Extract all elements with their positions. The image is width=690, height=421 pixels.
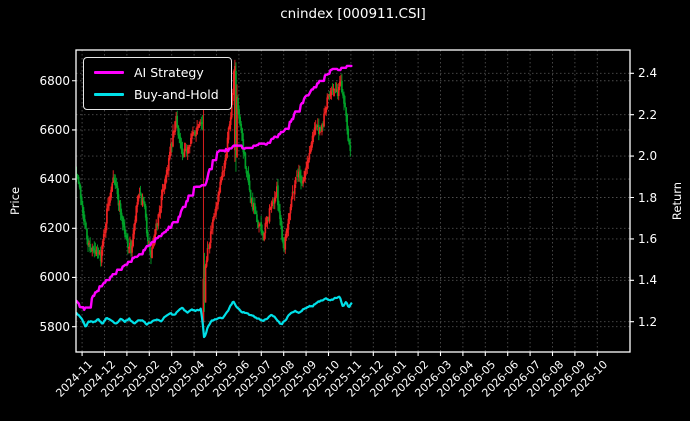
legend: AI Strategy Buy-and-Hold: [83, 57, 232, 110]
return-tick-label: 2.4: [638, 66, 658, 81]
price-tick-label: 6000: [39, 270, 70, 285]
price-tick-label: 5800: [39, 319, 70, 334]
ai-strategy-line-swatch: [94, 71, 124, 74]
price-tick-label: 6400: [39, 172, 70, 187]
legend-label: AI Strategy: [134, 65, 204, 80]
y-axis-label-price: Price: [8, 186, 22, 216]
return-tick-label: 1.4: [638, 273, 658, 288]
chart-title: cnindex [000911.CSI]: [280, 6, 426, 22]
price-tick-label: 6800: [39, 73, 70, 88]
return-tick-label: 2.0: [638, 149, 658, 164]
y2-axis-label-return: Return: [670, 181, 684, 221]
return-tick-label: 1.2: [638, 314, 658, 329]
price-tick-label: 6200: [39, 221, 70, 236]
return-tick-label: 2.2: [638, 107, 658, 122]
legend-label: Buy-and-Hold: [134, 87, 219, 102]
legend-item-buy-and-hold: Buy-and-Hold: [94, 87, 219, 102]
legend-item-ai-strategy: AI Strategy: [94, 65, 219, 80]
return-tick-label: 1.8: [638, 190, 658, 205]
buy-and-hold-line-swatch: [94, 93, 124, 96]
price-tick-label: 6600: [39, 122, 70, 137]
return-tick-label: 1.6: [638, 231, 658, 246]
